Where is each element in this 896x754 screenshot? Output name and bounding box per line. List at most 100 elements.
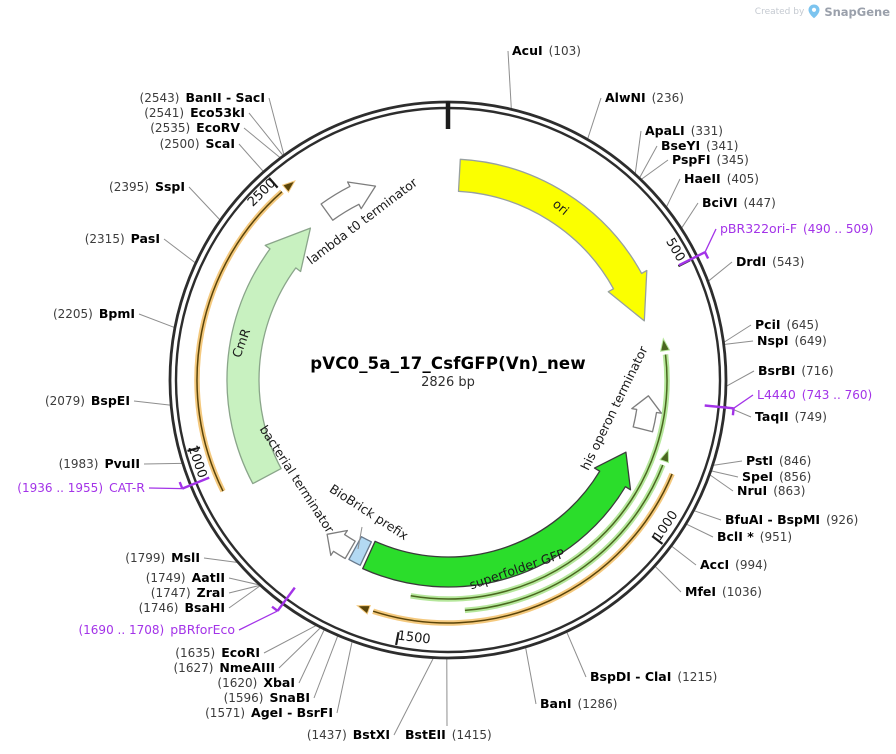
orf-arc-line[interactable] <box>372 473 673 624</box>
enzyme-label-zrai[interactable]: (1747) ZraI <box>151 586 225 601</box>
enzyme-position: (1746) <box>138 601 179 615</box>
callout-line-agei-bsrfi <box>336 641 353 714</box>
orf-arc-line[interactable] <box>196 191 283 492</box>
feature-lambda-t0-terminator[interactable] <box>320 181 377 221</box>
enzyme-label-spei[interactable]: SpeI (856) <box>742 470 812 485</box>
enzyme-label-banii-saci[interactable]: (2543) BanII - SacI <box>140 91 265 106</box>
enzyme-label-bsteii[interactable]: BstEII (1415) <box>405 728 492 743</box>
orf-arrowhead <box>659 337 671 352</box>
enzyme-name: BfuAI - BspMI <box>725 512 821 527</box>
enzyme-position: (856) <box>779 470 812 484</box>
enzyme-label-pvuii[interactable]: (1983) PvuII <box>58 457 140 472</box>
enzyme-label-psti[interactable]: PstI (846) <box>746 454 811 469</box>
enzyme-position: (994) <box>735 558 768 572</box>
enzyme-label-nrui[interactable]: NruI (863) <box>737 484 805 499</box>
enzyme-label-pcii[interactable]: PciI (645) <box>755 318 819 333</box>
primer-mark-pbr322ori-f[interactable] <box>678 251 706 267</box>
callout-line-acui <box>507 50 512 109</box>
enzyme-label-pspfi[interactable]: PspFI (345) <box>672 153 749 168</box>
callout-line-pbrforeco <box>238 610 278 631</box>
enzyme-name: Eco53kI <box>190 105 245 120</box>
orf-arc-line[interactable] <box>464 464 664 612</box>
enzyme-label-msli[interactable]: (1799) MslI <box>125 551 200 566</box>
enzyme-position: (1983) <box>58 457 99 471</box>
feature-biobrick-prefix[interactable] <box>348 536 373 566</box>
primer-mark-l4440[interactable] <box>704 404 734 410</box>
enzyme-label-taqii[interactable]: TaqII (749) <box>755 409 827 425</box>
feature-label-biobrick-prefix[interactable]: BioBrick prefix <box>326 481 412 543</box>
enzyme-position: (1620) <box>217 676 258 690</box>
enzyme-label-ecori[interactable]: (1635) EcoRI <box>175 645 260 661</box>
feature-cmr[interactable] <box>226 227 312 485</box>
enzyme-position: (2315) <box>84 232 125 246</box>
enzyme-label-alwni[interactable]: AlwNI (236) <box>605 90 684 106</box>
feature-label-ori[interactable]: ori <box>549 196 573 218</box>
enzyme-name: NmeAIII <box>219 660 275 675</box>
primer-mark-cat-r[interactable] <box>181 476 210 490</box>
enzyme-label-nspi[interactable]: NspI (649) <box>757 334 827 349</box>
feature-label-lambda-t0-terminator[interactable]: lambda t0 terminator <box>303 174 421 268</box>
enzyme-label-bsrbi[interactable]: BsrBI (716) <box>758 363 834 379</box>
enzyme-label-haeii[interactable]: HaeII (405) <box>684 172 759 187</box>
feature-label-his-operon-terminator[interactable]: his operon terminator <box>577 343 651 473</box>
enzyme-label-agei-bsrfi[interactable]: (1571) AgeI - BsrFI <box>205 705 333 721</box>
enzyme-label-pasi[interactable]: (2315) PasI <box>84 231 160 247</box>
primer-label-pbrforeco[interactable]: (1690 .. 1708) pBRforEco <box>78 622 235 638</box>
feature-his-operon-terminator[interactable] <box>631 395 663 433</box>
enzyme-label-bpmi[interactable]: (2205) BpmI <box>53 307 135 322</box>
feature-label-bacterial-terminator[interactable]: bacterial terminator <box>256 422 338 536</box>
enzyme-label-sspi[interactable]: (2395) SspI <box>109 180 185 195</box>
feature-label-cmr[interactable]: CmR <box>228 326 254 360</box>
primer-label-pbr322ori-f[interactable]: pBR322ori-F (490 .. 509) <box>720 222 873 237</box>
enzyme-label-acci[interactable]: AccI (994) <box>700 558 768 573</box>
enzyme-label-bani[interactable]: BanI (1286) <box>540 696 617 712</box>
enzyme-position: (341) <box>706 139 739 153</box>
enzyme-label-snabi[interactable]: (1596) SnaBI <box>224 691 310 706</box>
enzyme-label-acui[interactable]: AcuI (103) <box>512 44 581 59</box>
enzyme-label-drdi[interactable]: DrdI (543) <box>736 255 804 270</box>
enzyme-name: BanI <box>540 696 572 711</box>
primer-mark-pbrforeco[interactable] <box>276 586 296 612</box>
enzyme-position: (1036) <box>722 585 762 599</box>
feature-ori[interactable] <box>457 158 648 322</box>
plasmid-length: 2826 bp <box>421 375 475 390</box>
enzyme-label-aatii[interactable]: (1749) AatII <box>146 571 225 586</box>
primer-label-cat-r[interactable]: (1936 .. 1955) CAT-R <box>17 481 145 496</box>
enzyme-label-bcivi[interactable]: BciVI (447) <box>702 196 776 211</box>
enzyme-label-bspei[interactable]: (2079) BspEI <box>45 394 130 409</box>
enzyme-label-nmeaiii[interactable]: (1627) NmeAIII <box>174 660 276 676</box>
feature-label-superfolder-gfp[interactable]: superfolder GFP <box>467 545 567 593</box>
enzyme-position: (447) <box>743 196 776 210</box>
enzyme-name: pBRforEco <box>170 622 235 637</box>
enzyme-label-ecorv[interactable]: (2535) EcoRV <box>150 121 240 136</box>
enzyme-label-mfei[interactable]: MfeI (1036) <box>685 585 762 600</box>
enzyme-name: BsrBI <box>758 363 796 378</box>
enzyme-label-bcli[interactable]: BclI * (951) <box>717 530 792 545</box>
callout-line-bani <box>525 647 537 705</box>
enzyme-position: (1215) <box>677 670 718 684</box>
enzyme-label-bfuai-bspmi[interactable]: BfuAI - BspMI (926) <box>725 512 858 528</box>
enzyme-label-bstxi[interactable]: (1437) BstXI <box>307 728 390 743</box>
feature-bacterial-terminator[interactable] <box>326 529 356 560</box>
enzyme-label-apali[interactable]: ApaLI (331) <box>645 124 723 139</box>
enzyme-label-bseyi[interactable]: BseYI (341) <box>661 139 739 154</box>
enzyme-label-xbai[interactable]: (1620) XbaI <box>217 676 295 691</box>
orf-arc-line[interactable] <box>410 354 668 600</box>
enzyme-name: AgeI - BsrFI <box>251 705 333 720</box>
enzyme-label-bspdi-clai[interactable]: BspDI - ClaI (1215) <box>590 670 718 685</box>
enzyme-position: (2535) <box>150 121 191 135</box>
enzyme-name: EcoRI <box>221 645 260 660</box>
primer-label-l4440[interactable]: L4440 (743 .. 760) <box>757 388 872 403</box>
enzyme-name: PasI <box>130 231 160 246</box>
feature-superfolder-gfp[interactable] <box>362 451 632 588</box>
enzyme-name: TaqII <box>755 409 789 424</box>
scale-label-2500: 2500 <box>244 175 280 211</box>
callout-line-scai <box>238 143 264 172</box>
enzyme-name: AlwNI <box>605 90 646 105</box>
enzyme-position: (649) <box>794 334 827 348</box>
enzyme-label-bsahi[interactable]: (1746) BsaHI <box>138 601 225 616</box>
enzyme-label-scai[interactable]: (2500) ScaI <box>160 137 235 152</box>
enzyme-label-eco53ki[interactable]: (2541) Eco53kI <box>144 105 245 121</box>
